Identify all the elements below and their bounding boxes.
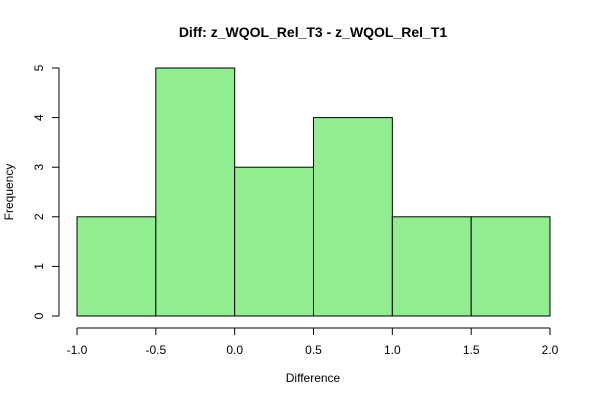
y-tick-label-0: 0	[32, 312, 46, 319]
y-tick-label-3: 3	[32, 164, 46, 171]
y-tick-label-5: 5	[32, 64, 46, 71]
y-tick-label-2: 2	[32, 213, 46, 220]
histogram-bar-2	[234, 166, 315, 317]
x-tick-label-0: -1.0	[67, 343, 88, 357]
histogram-bar-5	[470, 216, 551, 317]
x-tick-label-2: 0.0	[226, 343, 243, 357]
chart-title: Diff: z_WQOL_Rel_T3 - z_WQOL_Rel_T1	[179, 24, 448, 40]
x-tick-label-4: 1.0	[384, 343, 401, 357]
y-tick-label-4: 4	[32, 114, 46, 121]
x-tick-label-6: 2.0	[542, 343, 559, 357]
y-axis-label: Frequency	[2, 164, 16, 221]
x-axis: -1.0 -0.5 0.0 0.5 1.0 1.5 2.0	[67, 327, 559, 357]
bars-group	[76, 67, 551, 317]
x-tick-label-5: 1.5	[463, 343, 480, 357]
histogram-bar-4	[391, 216, 472, 317]
histogram-bar-1	[155, 67, 236, 317]
y-tick-label-1: 1	[32, 263, 46, 270]
y-axis: 0 1 2 3 4 5	[32, 64, 60, 319]
histogram-bar-3	[313, 117, 393, 317]
x-tick-label-1: -0.5	[145, 343, 166, 357]
histogram-bar-0	[76, 216, 157, 317]
x-axis-label: Difference	[286, 371, 341, 385]
x-tick-label-3: 0.5	[305, 343, 322, 357]
